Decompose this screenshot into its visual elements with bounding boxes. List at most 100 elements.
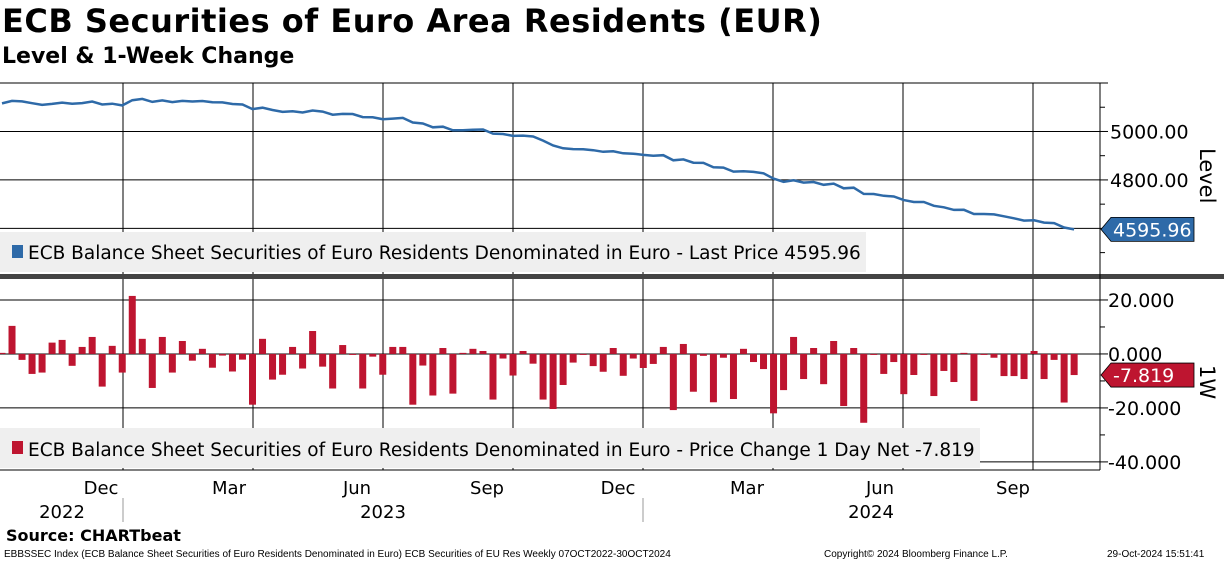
- chart-subtitle: Level & 1-Week Change: [2, 44, 295, 69]
- change-bar: [28, 353, 36, 374]
- month-label: Sep: [996, 478, 1030, 499]
- change-bar: [830, 340, 838, 354]
- change-bar: [309, 331, 317, 354]
- change-bar: [259, 338, 267, 354]
- change-bar: [98, 353, 106, 387]
- change-bar: [489, 353, 497, 400]
- top-tick-label: 4800.00: [1110, 170, 1189, 192]
- change-bar: [549, 353, 557, 410]
- change-bar: [218, 353, 226, 356]
- change-bar: [930, 353, 938, 397]
- year-label: 2024: [848, 502, 894, 523]
- change-bar: [158, 336, 166, 354]
- change-bar: [790, 336, 798, 354]
- top-axis-title: Level: [1195, 148, 1219, 203]
- change-bar: [800, 353, 808, 380]
- change-bar: [559, 353, 567, 385]
- change-bar: [850, 348, 858, 354]
- change-bar: [689, 353, 697, 392]
- change-bar: [319, 353, 327, 367]
- top-legend-label: ECB Balance Sheet Securities of Euro Res…: [28, 243, 861, 264]
- change-bar: [349, 353, 357, 355]
- change-bar: [1060, 353, 1068, 403]
- change-bar: [629, 353, 637, 359]
- month-label: Dec: [84, 478, 119, 499]
- top-legend-swatch: [12, 245, 23, 258]
- change-bar: [719, 353, 727, 358]
- change-bar: [860, 353, 868, 423]
- last-change-tag: [1100, 362, 1195, 388]
- change-bar: [289, 346, 297, 354]
- change-bar: [920, 353, 928, 355]
- change-bar: [1020, 353, 1028, 380]
- change-bar: [870, 353, 878, 355]
- change-bar: [0, 352, 6, 354]
- change-bar: [168, 353, 176, 373]
- change-bar: [619, 353, 627, 376]
- bottom-tick-label: -40.000: [1108, 452, 1181, 474]
- change-bar: [579, 353, 587, 355]
- change-bar: [910, 353, 918, 375]
- bottom-legend-box: [0, 428, 980, 468]
- bottom-axis-title: 1W: [1195, 365, 1219, 399]
- change-bar: [8, 325, 16, 354]
- change-bar: [1070, 353, 1078, 376]
- change-bar: [389, 346, 397, 354]
- change-bar: [279, 353, 287, 375]
- change-bar: [148, 353, 156, 388]
- change-bar: [659, 346, 667, 354]
- change-bar: [399, 346, 407, 354]
- change-bar: [589, 353, 597, 367]
- change-bar: [1040, 353, 1048, 380]
- change-bar: [359, 353, 367, 389]
- last-price-tag: [1100, 216, 1195, 242]
- change-bar: [990, 353, 998, 358]
- change-bar: [379, 353, 387, 375]
- bottom-tick-label: 20.000: [1108, 290, 1174, 312]
- level-line: [1, 97, 1075, 231]
- change-bar: [709, 353, 717, 403]
- month-label: Sep: [470, 478, 504, 499]
- year-label: 2023: [360, 502, 406, 523]
- change-bar: [770, 353, 778, 414]
- change-bar: [519, 350, 527, 354]
- change-bar: [68, 353, 76, 366]
- change-bar: [780, 353, 788, 391]
- change-bar: [138, 338, 146, 354]
- change-bar: [599, 353, 607, 372]
- change-bar: [1030, 350, 1038, 354]
- change-bar: [459, 352, 467, 354]
- year-label: 2022: [39, 502, 85, 523]
- month-label: Jun: [342, 478, 371, 499]
- chart-title: ECB Securities of Euro Area Residents (E…: [2, 2, 823, 40]
- change-bar: [699, 353, 707, 356]
- month-label: Dec: [601, 478, 636, 499]
- change-bar: [609, 348, 617, 354]
- change-bar: [639, 353, 647, 368]
- change-bar: [760, 353, 768, 370]
- change-bar: [890, 353, 898, 363]
- change-bar: [960, 352, 968, 354]
- change-bar: [128, 295, 136, 354]
- change-bar: [439, 348, 447, 354]
- change-bar: [339, 345, 347, 354]
- change-bar: [178, 340, 186, 354]
- change-bar: [940, 353, 948, 371]
- change-bar: [299, 353, 307, 369]
- last-price-label: 4595.96: [1113, 219, 1192, 241]
- change-bar: [679, 343, 687, 354]
- change-bar: [499, 353, 507, 359]
- change-bar: [88, 336, 96, 354]
- change-bar: [820, 353, 828, 385]
- change-bar: [529, 353, 537, 364]
- change-bar: [509, 353, 517, 376]
- change-bar: [649, 353, 657, 364]
- change-bar: [750, 353, 757, 363]
- change-bar: [208, 353, 216, 368]
- change-bar: [118, 353, 126, 373]
- change-bar: [269, 353, 277, 380]
- change-bar: [980, 353, 988, 355]
- panel-separator: [0, 274, 1224, 279]
- footer-copyright: Copyright© 2024 Bloomberg Finance L.P.: [824, 549, 1008, 560]
